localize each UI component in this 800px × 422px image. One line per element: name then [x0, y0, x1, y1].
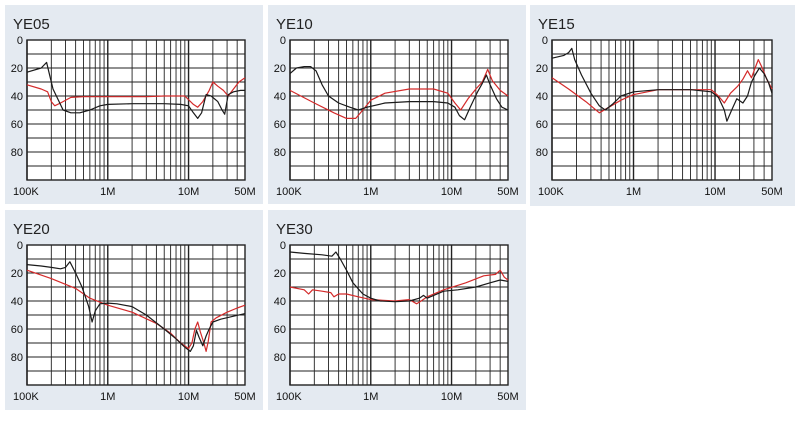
x-tick-label: 50M	[234, 391, 255, 403]
chart-ye15: 0 20 40 60 80 100K 1M 10M 50M	[536, 35, 783, 198]
chart-title: YE05	[13, 16, 50, 33]
y-tick-label: 20	[274, 268, 286, 280]
plot-frame	[26, 39, 246, 181]
x-tick-label: 100K	[538, 186, 564, 198]
x-tick-label: 1M	[363, 186, 378, 198]
y-tick-label: 40	[274, 296, 286, 308]
x-tick-label: 100K	[276, 186, 302, 198]
chart-ye05: 0 20 40 60 80 100K 1M 10M 50M	[11, 35, 256, 198]
y-tick-label: 80	[274, 147, 286, 159]
series-line-red	[551, 58, 773, 114]
y-tick-label: 80	[274, 352, 286, 364]
x-tick-label: 1M	[100, 391, 115, 403]
y-tick-label: 0	[17, 240, 23, 252]
y-tick-label: 0	[280, 240, 286, 252]
panel-ye15: YE15 0 20 40 60 80 100K 1M 10M 50M	[530, 5, 795, 206]
chart-title: YE10	[276, 16, 313, 33]
chart-ye10: 0 20 40 60 80 100K 1M 10M 50M	[274, 35, 519, 198]
plot-frame	[289, 244, 509, 386]
y-tick-label: 60	[274, 324, 286, 336]
y-tick-label: 60	[274, 119, 286, 131]
panel-ye10: YE10 0 20 40 60 80 100K 1M 10M 50M	[268, 5, 526, 204]
chart-title: YE20	[13, 221, 50, 238]
y-tick-label: 40	[274, 91, 286, 103]
x-tick-label: 10M	[704, 186, 725, 198]
y-tick-label: 80	[11, 147, 23, 159]
y-tick-label: 40	[11, 91, 23, 103]
series-line-red	[26, 269, 246, 352]
series-line-black	[26, 61, 245, 120]
chart-ye20: 0 20 40 60 80 100K 1M 10M 50M	[11, 240, 256, 403]
x-tick-label: 1M	[363, 391, 378, 403]
y-tick-label: 0	[17, 35, 23, 47]
y-tick-label: 20	[11, 268, 23, 280]
x-tick-label: 100K	[13, 391, 39, 403]
y-tick-label: 80	[11, 352, 23, 364]
chart-ye30: 0 20 40 60 80 100K 1M 10M 50M	[274, 240, 519, 403]
x-tick-label: 100K	[13, 186, 39, 198]
y-tick-label: 40	[536, 91, 548, 103]
y-tick-label: 20	[274, 63, 286, 75]
y-tick-label: 40	[11, 296, 23, 308]
y-tick-label: 0	[280, 35, 286, 47]
series-line-black	[26, 261, 246, 352]
y-tick-label: 0	[542, 35, 548, 47]
plot-frame	[551, 39, 773, 181]
panel-ye30: YE30 0 20 40 60 80 100K 1M 10M 50M	[268, 210, 526, 410]
x-tick-label: 50M	[497, 391, 518, 403]
plot-frame	[26, 244, 246, 386]
y-tick-label: 20	[536, 63, 548, 75]
chart-title: YE30	[276, 221, 313, 238]
x-tick-label: 10M	[441, 186, 462, 198]
panel-ye05: YE05 0 20 40 60 80 100K 1M 10M 50M	[5, 5, 263, 204]
y-tick-label: 60	[536, 119, 548, 131]
x-tick-label: 1M	[626, 186, 641, 198]
x-tick-label: 50M	[497, 186, 518, 198]
series-line-black	[289, 251, 509, 303]
y-tick-label: 20	[11, 63, 23, 75]
chart-title: YE15	[538, 16, 575, 33]
y-tick-label: 60	[11, 119, 23, 131]
series-line-red	[26, 77, 246, 108]
y-tick-label: 80	[536, 147, 548, 159]
x-tick-label: 10M	[178, 186, 199, 198]
panel-ye20: YE20 0 20 40 60 80 100K 1M 10M 50M	[5, 210, 263, 410]
x-tick-label: 50M	[761, 186, 782, 198]
series-line-red	[289, 68, 509, 120]
x-tick-label: 100K	[276, 391, 302, 403]
series-line-red	[289, 269, 509, 305]
x-tick-label: 10M	[178, 391, 199, 403]
series-line-black	[289, 65, 509, 121]
x-tick-label: 1M	[100, 186, 115, 198]
x-tick-label: 10M	[441, 391, 462, 403]
series-line-black	[551, 47, 773, 122]
x-tick-label: 50M	[234, 186, 255, 198]
y-tick-label: 60	[11, 324, 23, 336]
